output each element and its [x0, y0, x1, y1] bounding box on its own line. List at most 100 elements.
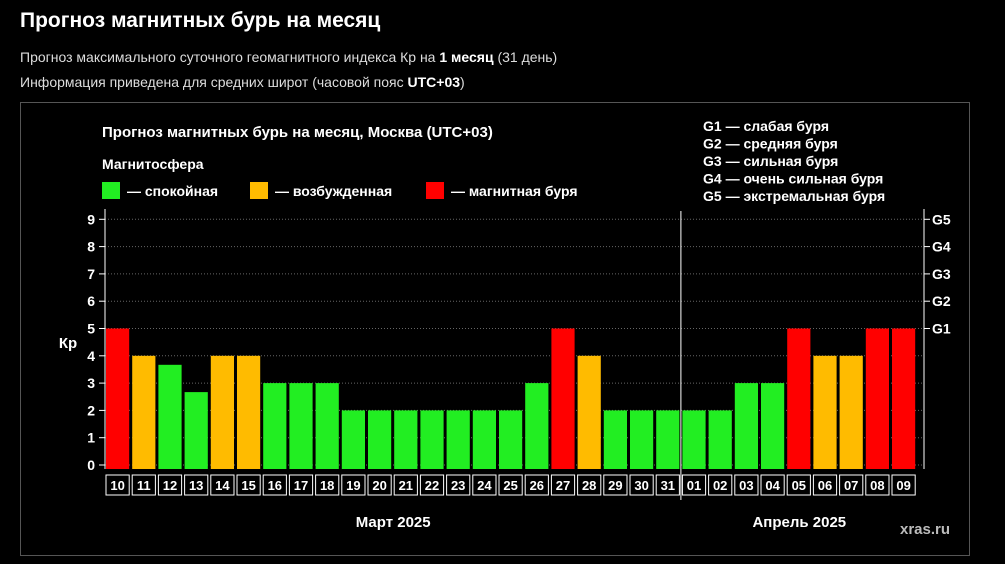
chart-panel [20, 102, 970, 556]
day-label-box [210, 474, 235, 496]
day-label: 29 [608, 478, 622, 493]
bar-11 [132, 355, 156, 469]
g-tick-label: G1 [932, 321, 951, 337]
bar-19 [341, 410, 365, 469]
day-label: 04 [765, 478, 780, 493]
y-tick-label: 0 [87, 457, 95, 473]
bar-27 [551, 328, 575, 469]
day-label: 19 [346, 478, 360, 493]
day-label-box [236, 474, 261, 496]
day-label: 18 [320, 478, 334, 493]
day-label: 12 [163, 478, 177, 493]
day-label: 25 [503, 478, 517, 493]
bar-05 [787, 328, 811, 469]
bar-25 [499, 410, 523, 469]
day-label: 22 [425, 478, 439, 493]
day-label: 02 [713, 478, 727, 493]
day-label-box [734, 474, 759, 496]
day-label: 09 [896, 478, 910, 493]
g-scale-item: G3 — сильная буря [703, 153, 838, 169]
day-label: 28 [582, 478, 596, 493]
legend-swatch-excited [250, 182, 268, 199]
g-tick-label: G3 [932, 266, 951, 282]
bar-07 [839, 355, 863, 469]
day-label: 20 [372, 478, 386, 493]
day-label: 01 [687, 478, 701, 493]
day-label-box [577, 474, 602, 496]
day-label: 08 [870, 478, 884, 493]
bar-10 [106, 328, 130, 469]
day-label-box [498, 474, 523, 496]
day-label: 24 [477, 478, 492, 493]
day-label: 14 [215, 478, 230, 493]
day-label: 27 [556, 478, 570, 493]
day-label: 07 [844, 478, 858, 493]
g-tick-label: G2 [932, 293, 951, 309]
day-label: 03 [739, 478, 753, 493]
day-label-box [891, 474, 916, 496]
day-label-box [760, 474, 785, 496]
legend-swatch-calm [102, 182, 120, 199]
day-label-box [603, 474, 628, 496]
day-label: 21 [399, 478, 413, 493]
bar-04 [761, 383, 785, 469]
page-title: Прогноз магнитных бурь на месяц [20, 9, 381, 32]
bar-14 [210, 355, 234, 469]
day-label-box [393, 474, 418, 496]
day-label: 11 [137, 478, 151, 493]
bar-01 [682, 410, 706, 469]
day-label-box [419, 474, 445, 496]
day-label: 15 [241, 478, 255, 493]
day-label-box [550, 474, 576, 496]
bar-24 [472, 410, 496, 469]
bar-12 [158, 364, 182, 469]
g-scale-item: G5 — экстремальная буря [703, 188, 885, 204]
bar-06 [813, 355, 837, 469]
bar-29 [603, 410, 627, 469]
month-label: Апрель 2025 [752, 514, 846, 531]
legend-label-excited: — возбужденная [275, 183, 392, 199]
legend-label-calm: — спокойная [127, 183, 218, 199]
day-label-box [629, 474, 654, 496]
day-label-box [157, 474, 183, 496]
bar-09 [892, 328, 916, 469]
day-label: 23 [451, 478, 465, 493]
day-label-box [655, 474, 680, 496]
legend: — спокойная — возбужденная — магнитная бур… [102, 182, 578, 199]
month-label: Март 2025 [356, 514, 431, 531]
legend-title: Магнитосфера [102, 156, 204, 172]
y-tick-label: 5 [87, 321, 95, 337]
day-label: 13 [189, 478, 203, 493]
day-label-box [472, 474, 497, 496]
bar-22 [420, 410, 444, 469]
chart-title: Прогноз магнитных бурь на месяц, Москва … [102, 124, 493, 141]
bar-28 [577, 355, 601, 469]
day-label: 05 [792, 478, 806, 493]
day-label-box [708, 474, 733, 496]
g-tick-label: G4 [932, 239, 951, 255]
y-axis-label: Кр [59, 335, 77, 352]
day-label-box [184, 474, 209, 496]
legend-label-storm: — магнитная буря [451, 183, 578, 199]
day-label-box [131, 474, 156, 496]
day-label: 31 [661, 478, 675, 493]
bar-18 [315, 383, 339, 469]
day-label-box [681, 474, 707, 496]
g-scale-item: G1 — слабая буря [703, 118, 829, 134]
day-label-box [786, 474, 811, 496]
g-scale-item: G4 — очень сильная буря [703, 171, 883, 187]
bar-13 [184, 392, 208, 469]
watermark: xras.ru [900, 521, 951, 538]
bar-26 [525, 383, 549, 469]
day-label-box [446, 474, 471, 496]
day-label: 06 [818, 478, 832, 493]
bar-03 [734, 383, 758, 469]
day-label-box [288, 474, 314, 496]
day-label-box [341, 474, 366, 496]
y-tick-label: 8 [87, 239, 95, 255]
subtitle-forecast: Прогноз максимального суточного геомагни… [20, 49, 558, 65]
day-label-box [865, 474, 890, 496]
